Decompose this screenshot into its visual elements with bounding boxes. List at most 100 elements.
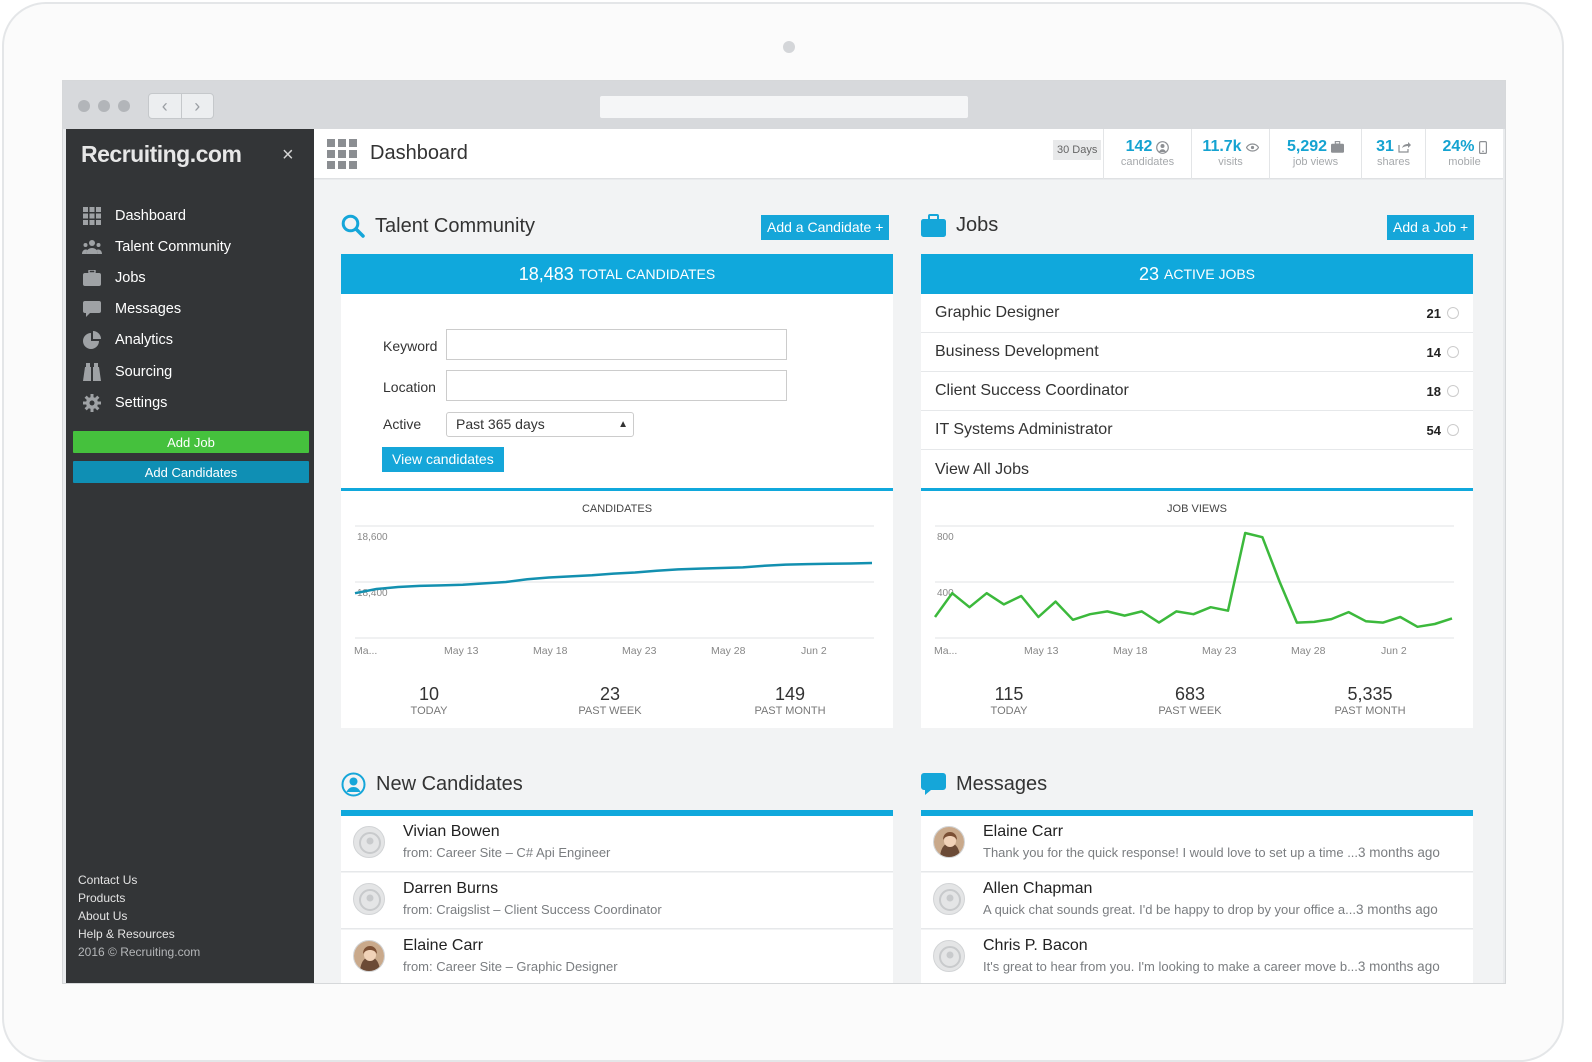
candidate-source: from: Craigslist – Client Success Coordi… — [403, 902, 662, 917]
candidate-name: Elaine Carr — [403, 937, 484, 954]
keyword-label: Keyword — [383, 338, 438, 354]
x-tick-label: May 28 — [711, 645, 746, 657]
kpi-value: 149 — [774, 684, 806, 704]
candidate-row[interactable]: Elaine Carr from: Career Site – Graphic … — [341, 930, 893, 983]
kpi-past-week: 23 Past Week — [540, 684, 680, 717]
sidebar: Recruiting.com × Dashboard Talent Commun… — [66, 129, 314, 983]
active-select[interactable]: Past 365 days ▲ — [446, 412, 634, 437]
window-minimize-dot[interactable] — [98, 100, 110, 112]
search-icon — [341, 214, 365, 238]
brand-logo[interactable]: Recruiting.com — [81, 141, 242, 167]
stat-job-views[interactable]: 5,292 job views — [1269, 129, 1361, 179]
kpi-past-month: 5,335 Past Month — [1300, 684, 1440, 717]
sidebar-item-settings[interactable]: Settings — [66, 387, 314, 418]
browser-chrome: ‹ › — [63, 81, 1505, 129]
stat-label: job views — [1292, 156, 1339, 168]
total-candidates-banner: 18,483 Total Candidates — [341, 254, 893, 294]
message-row[interactable]: Elaine Carr Thank you for the quick resp… — [921, 816, 1473, 872]
message-row[interactable]: Allen Chapman A quick chat sounds great.… — [921, 873, 1473, 929]
footer-link-contact[interactable]: Contact Us — [78, 873, 138, 887]
sidebar-item-dashboard[interactable]: Dashboard — [66, 200, 314, 231]
keyword-input[interactable] — [446, 329, 787, 360]
stat-value: 142 — [1125, 138, 1153, 155]
message-preview: A quick chat sounds great. I'd be happy … — [983, 902, 1461, 917]
message-sender: Chris P. Bacon — [983, 937, 1088, 954]
view-all-jobs-link[interactable]: View All Jobs — [921, 450, 1473, 489]
sidebar-item-label: Sourcing — [115, 363, 173, 380]
kpi-value: 5,335 — [1347, 684, 1393, 704]
window-maximize-dot[interactable] — [118, 100, 130, 112]
footer-link-products[interactable]: Products — [78, 891, 126, 905]
x-tick-label: Ma... — [354, 645, 377, 657]
messages-section-title: Messages — [921, 772, 1047, 796]
section-title-text: Jobs — [956, 214, 999, 236]
person-circle-icon — [341, 772, 366, 797]
candidate-search-panel: Keyword Location Active Past 365 days ▲ … — [341, 294, 893, 488]
stat-value: 5,292 — [1286, 138, 1328, 155]
job-row[interactable]: Graphic Designer 21 — [921, 294, 1473, 333]
active-select-value: Past 365 days — [456, 416, 545, 432]
add-candidate-button[interactable]: Add a Candidate + — [761, 215, 890, 240]
candidate-row[interactable]: Darren Burns from: Craigslist – Client S… — [341, 873, 893, 929]
message-time: 3 months ago — [1357, 959, 1440, 974]
phone-icon — [1478, 140, 1487, 154]
y-tick-label: 18,400 — [357, 588, 388, 599]
stat-label: candidates — [1120, 156, 1175, 168]
stat-mobile[interactable]: 24% mobile — [1425, 129, 1503, 179]
x-tick-label: May 23 — [622, 645, 657, 657]
job-name: Client Success Coordinator — [935, 382, 1129, 399]
sidebar-item-analytics[interactable]: Analytics — [66, 325, 314, 356]
job-row[interactable]: Business Development 14 — [921, 333, 1473, 372]
avatar-placeholder — [933, 883, 965, 915]
job-row[interactable]: Client Success Coordinator 18 — [921, 372, 1473, 411]
sidebar-nav: Dashboard Talent Community Jobs Messages — [66, 200, 314, 418]
job-count: 14 — [1426, 344, 1441, 360]
avatar-placeholder — [353, 826, 385, 858]
active-jobs-value: 23 — [1138, 263, 1159, 284]
period-selector[interactable]: 30 Days — [1053, 140, 1102, 160]
location-input[interactable] — [446, 370, 787, 401]
footer-link-about[interactable]: About Us — [78, 909, 128, 923]
sidebar-item-talent-community[interactable]: Talent Community — [66, 231, 314, 262]
job-row[interactable]: IT Systems Administrator 54 — [921, 411, 1473, 450]
add-job-button-main[interactable]: Add a Job + — [1387, 215, 1475, 240]
sidebar-item-messages[interactable]: Messages — [66, 294, 314, 325]
x-tick-label: May 13 — [1024, 645, 1059, 657]
back-arrow-icon[interactable]: ‹ — [149, 94, 182, 118]
candidate-row[interactable]: Vivian Bowen from: Career Site – C# Api … — [341, 816, 893, 872]
close-icon[interactable]: × — [282, 144, 294, 166]
section-title-text: Messages — [956, 772, 1048, 795]
apps-grid-icon[interactable] — [327, 139, 357, 174]
applicant-icon — [1447, 424, 1459, 436]
view-candidates-button[interactable]: View candidates — [382, 447, 504, 472]
x-tick-label: Jun 2 — [801, 645, 827, 657]
view-all-jobs-text: View All Jobs — [935, 460, 1029, 478]
sidebar-item-sourcing[interactable]: Sourcing — [66, 356, 314, 387]
sidebar-item-jobs[interactable]: Jobs — [66, 262, 314, 293]
x-tick-label: May 13 — [444, 645, 479, 657]
candidate-name: Vivian Bowen — [403, 823, 500, 840]
binoculars-icon — [82, 362, 102, 381]
message-time: 3 months ago — [1358, 845, 1440, 860]
stat-shares[interactable]: 31 shares — [1361, 129, 1425, 179]
message-row[interactable]: Chris P. Bacon It's great to hear from y… — [921, 930, 1473, 983]
briefcase-icon — [1331, 141, 1345, 153]
window-close-dot[interactable] — [78, 100, 90, 112]
job-views-chart-panel: Job Views 800 400 Ma... May 13 May 18 May 23 M… — [921, 488, 1473, 728]
add-candidates-button[interactable]: Add Candidates — [73, 461, 309, 483]
stat-visits[interactable]: 11.7k visits — [1191, 129, 1269, 179]
footer-link-help[interactable]: Help & Resources — [78, 927, 175, 941]
forward-arrow-icon[interactable]: › — [194, 95, 201, 116]
kpi-past-week: 683 Past Week — [1120, 684, 1260, 717]
add-job-button[interactable]: Add Job — [73, 431, 309, 453]
series-line — [354, 561, 873, 595]
avatar-photo — [353, 940, 385, 972]
candidate-source: from: Career Site – C# Api Engineer — [403, 845, 611, 860]
stat-label: shares — [1376, 156, 1411, 168]
stat-candidates[interactable]: 142 candidates — [1103, 129, 1191, 179]
active-jobs-label: Active Jobs — [1164, 266, 1256, 282]
sidebar-item-label: Messages — [115, 301, 182, 318]
address-bar[interactable] — [600, 96, 968, 118]
sidebar-item-label: Settings — [115, 394, 168, 411]
section-title-text: New Candidates — [376, 773, 523, 795]
